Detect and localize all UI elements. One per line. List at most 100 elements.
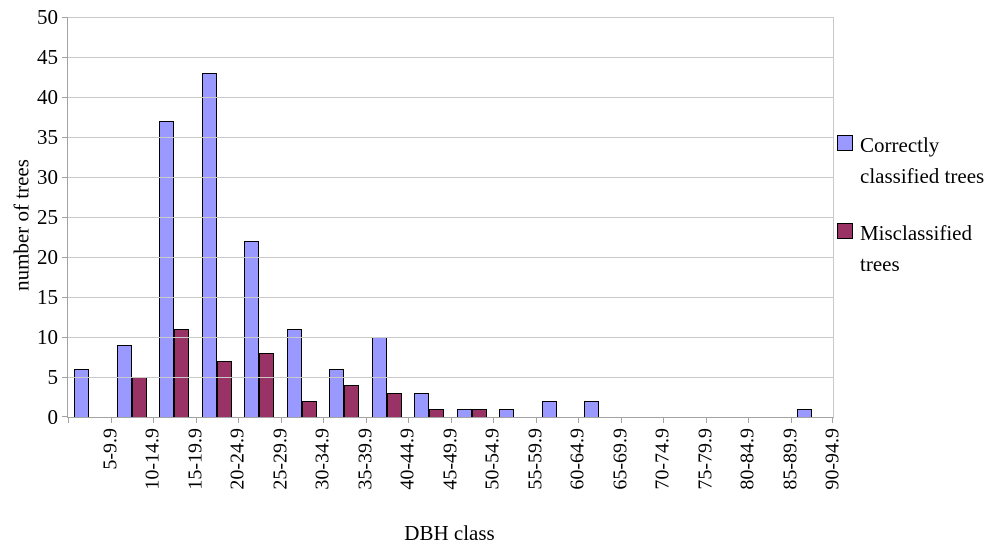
legend-swatch-correctly-classified-icon — [837, 135, 853, 151]
bar-correctly-classified — [456, 409, 472, 417]
category-group — [493, 17, 536, 417]
y-tick-label: 35 — [37, 125, 58, 149]
plot-area — [62, 17, 834, 423]
y-axis-tick — [62, 17, 68, 18]
gridline — [68, 377, 833, 378]
legend-label-correctly-classified: Correctly classified trees — [860, 133, 985, 188]
category-group — [408, 17, 451, 417]
x-axis-tick — [323, 417, 324, 423]
bar-correctly-classified — [584, 401, 600, 417]
y-tick-label: 5 — [47, 365, 59, 389]
gridline — [68, 57, 833, 58]
gridline — [68, 297, 833, 298]
x-axis-tick — [280, 417, 282, 423]
x-label-cell: 70-74.9 — [620, 423, 674, 519]
gridline — [68, 97, 833, 98]
x-axis-tick — [790, 417, 792, 423]
x-label-cell: 10-14.9 — [110, 423, 164, 519]
x-label-cell: 35-39.9 — [322, 423, 376, 519]
category-group — [238, 17, 281, 417]
category-group — [323, 17, 366, 417]
x-axis-tick — [748, 417, 749, 423]
y-axis-tick — [62, 137, 68, 138]
gridline — [68, 177, 833, 178]
x-label-cell: 5-9.9 — [67, 423, 121, 519]
x-label-cell: 85-89.9 — [747, 423, 801, 519]
bar-correctly-classified — [286, 329, 302, 417]
y-axis-tick-labels: 0 5 10 15 20 25 30 35 40 45 50 — [0, 0, 58, 554]
bar-correctly-classified — [541, 401, 557, 417]
category-group — [451, 17, 494, 417]
category-group — [153, 17, 196, 417]
bar-misclassified — [386, 393, 402, 417]
bar-misclassified — [344, 385, 360, 417]
x-axis-tick — [705, 417, 707, 423]
y-tick-label: 30 — [37, 165, 58, 189]
x-axis-tick — [832, 417, 833, 423]
y-tick-label: 25 — [37, 205, 58, 229]
x-label-cell: 30-34.9 — [280, 423, 334, 519]
x-axis-tick — [535, 417, 537, 423]
x-axis-tick — [663, 417, 664, 423]
x-tick-label: 90-94.9 — [821, 428, 844, 490]
legend-swatch-misclassified-icon — [837, 223, 853, 239]
y-tick-label: 15 — [37, 285, 58, 309]
y-axis-tick — [62, 57, 68, 58]
x-axis-tick — [110, 417, 112, 423]
x-label-cell: 25-29.9 — [237, 423, 291, 519]
x-label-cell: 15-19.9 — [152, 423, 206, 519]
bar-misclassified — [429, 409, 445, 417]
gridline — [68, 217, 833, 218]
x-axis-tick — [195, 417, 197, 423]
x-label-cell: 80-84.9 — [705, 423, 759, 519]
x-axis-tick — [408, 417, 409, 423]
y-tick-label: 10 — [37, 325, 58, 349]
y-tick-label: 40 — [37, 85, 58, 109]
legend: Correctly classified trees Misclassified… — [837, 130, 997, 280]
bar-correctly-classified — [201, 73, 217, 417]
x-axis-tick — [238, 417, 239, 423]
bar-correctly-classified — [116, 345, 132, 417]
bar-correctly-classified — [244, 241, 260, 417]
category-group — [196, 17, 239, 417]
category-group — [68, 17, 111, 417]
x-label-cell: 65-69.9 — [577, 423, 631, 519]
category-group — [281, 17, 324, 417]
y-axis-tick — [62, 337, 68, 338]
y-tick-label: 50 — [37, 5, 58, 29]
x-label-cell: 75-79.9 — [662, 423, 716, 519]
x-label-cell: 50-54.9 — [450, 423, 504, 519]
category-group — [791, 17, 834, 417]
y-axis-tick — [62, 416, 68, 417]
gridline — [68, 337, 833, 338]
x-axis-tick — [450, 417, 452, 423]
category-group — [536, 17, 579, 417]
x-axis-tick — [578, 417, 579, 423]
y-axis-tick — [62, 297, 68, 298]
x-axis-tick — [365, 417, 367, 423]
x-label-cell: 60-64.9 — [535, 423, 589, 519]
bar-correctly-classified — [499, 409, 515, 417]
bars-container — [68, 17, 833, 417]
x-axis-tick-labels: 5-9.9 10-14.9 15-19.9 20-24.9 25-29.9 30-34.9… — [67, 423, 844, 519]
x-axis-tick — [620, 417, 622, 423]
gridline — [68, 257, 833, 258]
category-group — [111, 17, 154, 417]
y-tick-label: 20 — [37, 245, 58, 269]
bar-correctly-classified — [159, 121, 175, 417]
gridline — [68, 137, 833, 138]
bar-misclassified — [471, 409, 487, 417]
x-label-cell: 20-24.9 — [195, 423, 249, 519]
y-axis-tick — [62, 377, 68, 378]
x-axis-title: DBH class — [404, 521, 495, 545]
bar-misclassified — [301, 401, 317, 417]
gridline — [68, 17, 833, 18]
bar-correctly-classified — [329, 369, 345, 417]
bar-correctly-classified — [796, 409, 812, 417]
x-label-cell: 40-44.9 — [365, 423, 419, 519]
bar-correctly-classified — [414, 393, 430, 417]
y-tick-label: 0 — [47, 405, 59, 429]
bar-misclassified — [216, 361, 232, 417]
y-axis-tick — [62, 257, 68, 258]
